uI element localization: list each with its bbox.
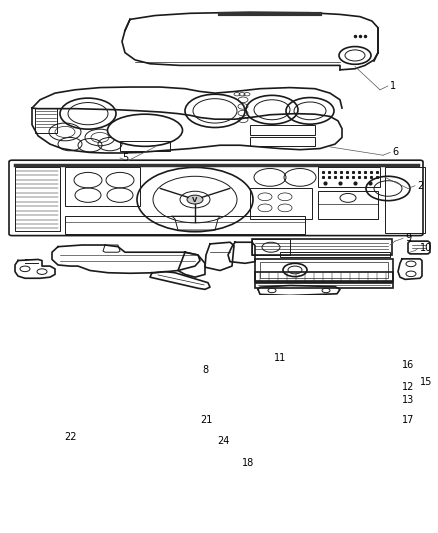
Bar	[318, 167, 380, 187]
Circle shape	[187, 195, 203, 204]
Text: 22: 22	[64, 432, 77, 442]
Text: 21: 21	[200, 415, 212, 425]
Text: 24: 24	[217, 435, 230, 446]
Text: 18: 18	[242, 458, 254, 468]
Bar	[260, 262, 388, 278]
Bar	[318, 191, 378, 219]
Bar	[15, 167, 60, 231]
Bar	[280, 252, 390, 257]
Bar	[255, 282, 393, 288]
Bar	[35, 108, 57, 133]
Text: 17: 17	[402, 415, 414, 425]
Bar	[250, 125, 315, 135]
Bar	[65, 216, 305, 234]
Text: 2: 2	[417, 181, 423, 191]
Bar	[120, 141, 170, 151]
Bar	[250, 138, 315, 147]
Text: 8: 8	[202, 365, 208, 375]
Text: 9: 9	[405, 233, 411, 244]
Bar	[385, 167, 425, 233]
Bar	[252, 239, 290, 255]
Text: 1: 1	[390, 81, 396, 91]
Bar	[65, 167, 140, 206]
Bar	[250, 189, 312, 219]
Text: 11: 11	[274, 352, 286, 362]
Text: 5: 5	[122, 153, 128, 163]
Ellipse shape	[107, 114, 183, 147]
Text: 10: 10	[420, 244, 432, 253]
Bar	[255, 259, 393, 281]
Text: V: V	[192, 197, 198, 203]
Bar	[255, 272, 393, 281]
Bar	[252, 239, 392, 255]
Text: 6: 6	[392, 148, 398, 157]
Text: 12: 12	[402, 382, 414, 392]
Text: 15: 15	[420, 377, 432, 387]
Text: 16: 16	[402, 360, 414, 370]
Text: 13: 13	[402, 395, 414, 405]
